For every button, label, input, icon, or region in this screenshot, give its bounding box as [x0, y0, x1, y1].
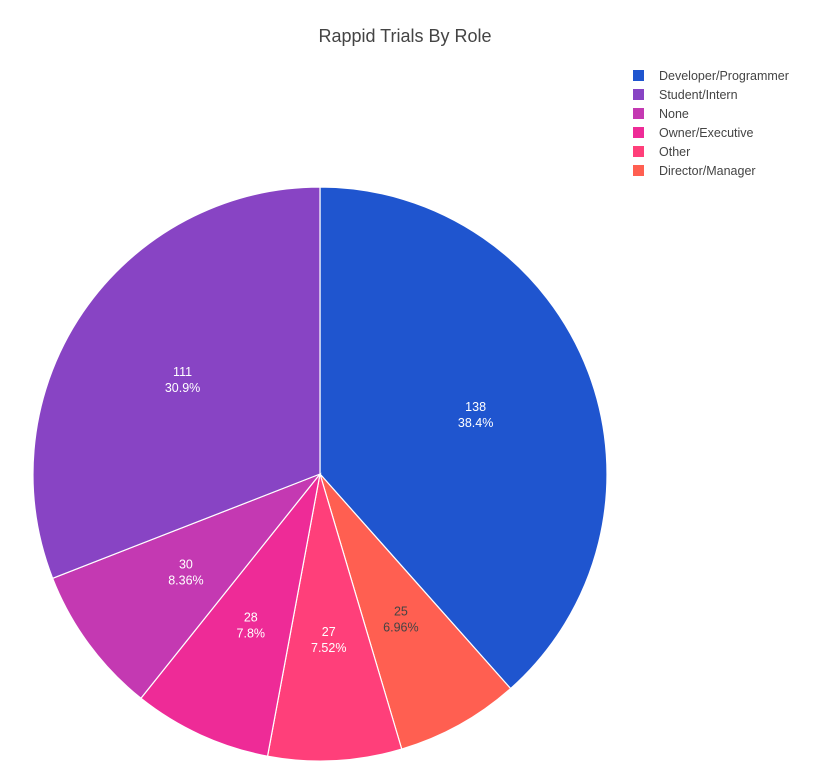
pie-slice-director-manager[interactable] — [319, 473, 512, 750]
slice-percent-label-developer-programmer: 38.4% — [458, 416, 493, 430]
slice-percent-label-owner-executive: 7.8% — [237, 626, 266, 640]
legend-swatch — [633, 127, 644, 138]
slice-value-label-other: 27 — [322, 625, 336, 639]
pie-slice-developer-programmer[interactable] — [319, 186, 608, 690]
slice-percent-label-student-intern: 30.9% — [165, 381, 200, 395]
pie-slice-other[interactable] — [266, 473, 403, 762]
legend-swatch — [633, 146, 644, 157]
legend-swatch — [633, 89, 644, 100]
chart-title: Rappid Trials By Role — [318, 26, 491, 46]
pie-slices — [32, 186, 608, 762]
pie-slice-owner-executive[interactable] — [140, 473, 321, 757]
slice-value-label-developer-programmer: 138 — [465, 400, 486, 414]
legend: Developer/Programmer Student/Intern None Ow… — [633, 69, 789, 178]
legend-swatch — [633, 108, 644, 119]
legend-label: Owner/Executive — [659, 126, 754, 140]
slice-value-label-none: 30 — [179, 558, 193, 572]
pie-slice-none[interactable] — [51, 472, 322, 700]
legend-item-student-intern[interactable]: Student/Intern — [633, 88, 738, 102]
slice-labels: 138 38.4% 25 6.96% 27 7.52% 28 7.8% 30 8.36% 111 30… — [165, 365, 493, 655]
legend-item-other[interactable]: Other — [633, 145, 690, 159]
legend-label: Developer/Programmer — [659, 69, 789, 83]
legend-item-director-manager[interactable]: Director/Manager — [633, 164, 756, 178]
legend-swatch — [633, 70, 644, 81]
legend-swatch — [633, 165, 644, 176]
slice-percent-label-none: 8.36% — [168, 574, 203, 588]
legend-label: None — [659, 107, 689, 121]
legend-item-owner-executive[interactable]: Owner/Executive — [633, 126, 754, 140]
legend-label: Student/Intern — [659, 88, 738, 102]
slice-value-label-director-manager: 25 — [394, 604, 408, 618]
slice-percent-label-director-manager: 6.96% — [383, 620, 418, 634]
legend-label: Director/Manager — [659, 164, 756, 178]
legend-item-none[interactable]: None — [633, 107, 689, 121]
pie-slice-student-intern[interactable] — [32, 186, 321, 580]
slice-percent-label-other: 7.52% — [311, 641, 346, 655]
legend-label: Other — [659, 145, 690, 159]
slice-value-label-owner-executive: 28 — [244, 610, 258, 624]
slice-value-label-student-intern: 111 — [173, 365, 192, 379]
legend-item-developer-programmer[interactable]: Developer/Programmer — [633, 69, 789, 83]
